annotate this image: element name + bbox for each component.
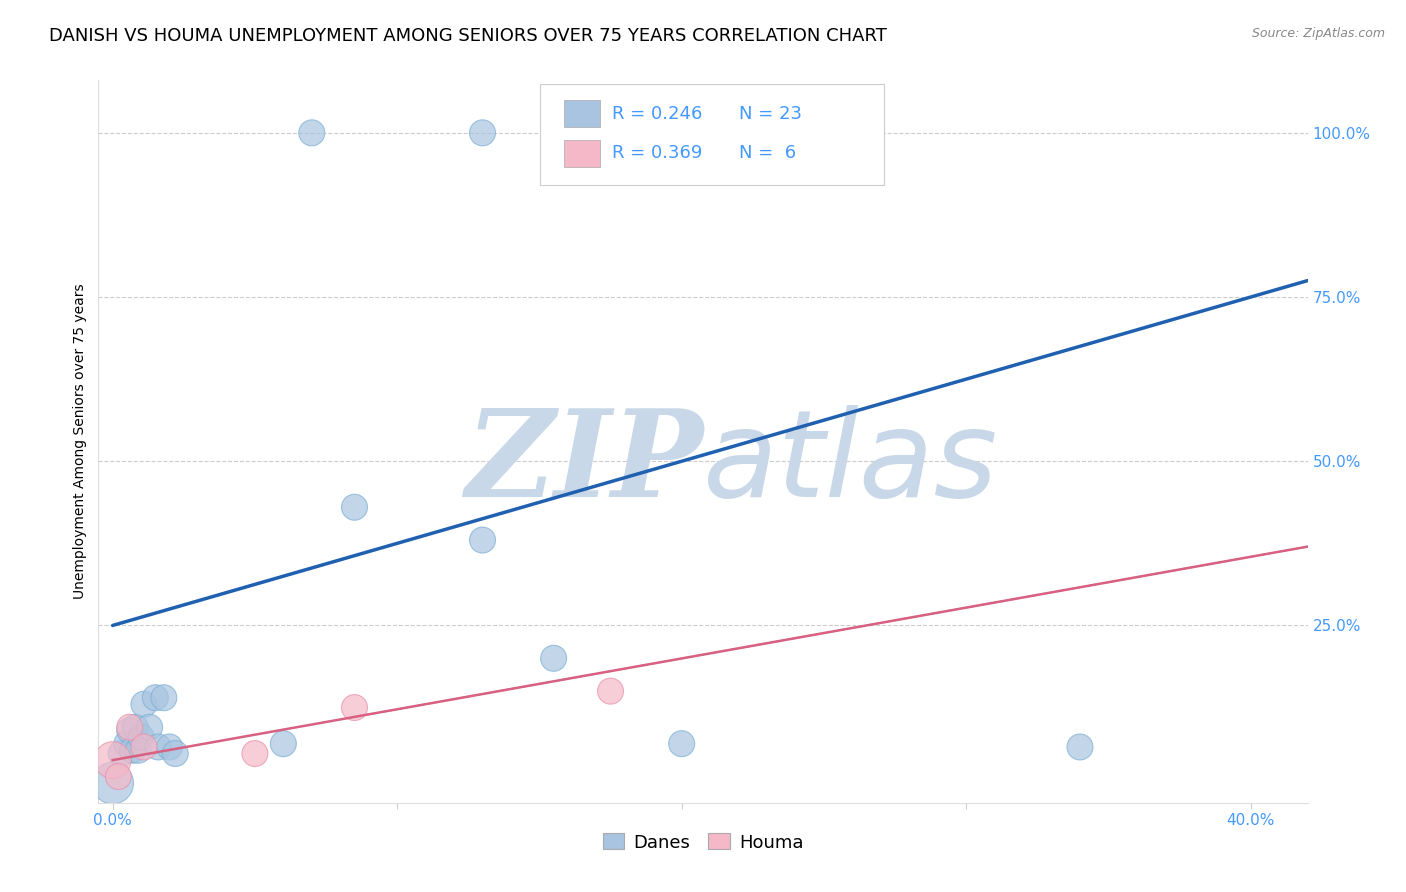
- FancyBboxPatch shape: [564, 139, 600, 167]
- Point: [273, 737, 295, 751]
- Point: [343, 500, 366, 515]
- Text: DANISH VS HOUMA UNEMPLOYMENT AMONG SENIORS OVER 75 YEARS CORRELATION CHART: DANISH VS HOUMA UNEMPLOYMENT AMONG SENIO…: [49, 27, 887, 45]
- Text: N = 23: N = 23: [740, 104, 803, 122]
- Point: [671, 737, 693, 751]
- Point: [165, 747, 187, 761]
- Point: [343, 700, 366, 714]
- Point: [132, 739, 155, 754]
- Y-axis label: Unemployment Among Seniors over 75 years: Unemployment Among Seniors over 75 years: [73, 284, 87, 599]
- Text: ZIP: ZIP: [465, 404, 703, 523]
- Point: [146, 739, 169, 754]
- Point: [657, 126, 679, 140]
- FancyBboxPatch shape: [564, 100, 600, 128]
- Text: atlas: atlas: [703, 405, 998, 522]
- Text: Source: ZipAtlas.com: Source: ZipAtlas.com: [1251, 27, 1385, 40]
- Point: [121, 743, 143, 757]
- Point: [543, 651, 565, 665]
- Point: [557, 126, 579, 140]
- Point: [143, 690, 166, 705]
- Point: [301, 126, 323, 140]
- Point: [132, 698, 155, 712]
- Text: N =  6: N = 6: [740, 145, 796, 162]
- Point: [1069, 739, 1091, 754]
- Point: [127, 743, 149, 757]
- Point: [115, 737, 138, 751]
- Point: [599, 684, 621, 698]
- Point: [101, 776, 124, 790]
- Point: [110, 747, 132, 761]
- Text: R = 0.246: R = 0.246: [613, 104, 703, 122]
- Point: [118, 723, 141, 738]
- Point: [118, 720, 141, 734]
- Point: [159, 739, 181, 754]
- Point: [243, 747, 266, 761]
- Point: [101, 753, 124, 767]
- Point: [138, 720, 160, 734]
- Point: [153, 690, 176, 705]
- Point: [471, 126, 494, 140]
- Text: R = 0.369: R = 0.369: [613, 145, 703, 162]
- FancyBboxPatch shape: [540, 84, 884, 185]
- Legend: Danes, Houma: Danes, Houma: [595, 826, 811, 859]
- Point: [124, 720, 146, 734]
- Point: [129, 730, 152, 744]
- Point: [107, 770, 129, 784]
- Point: [613, 126, 636, 140]
- Point: [471, 533, 494, 547]
